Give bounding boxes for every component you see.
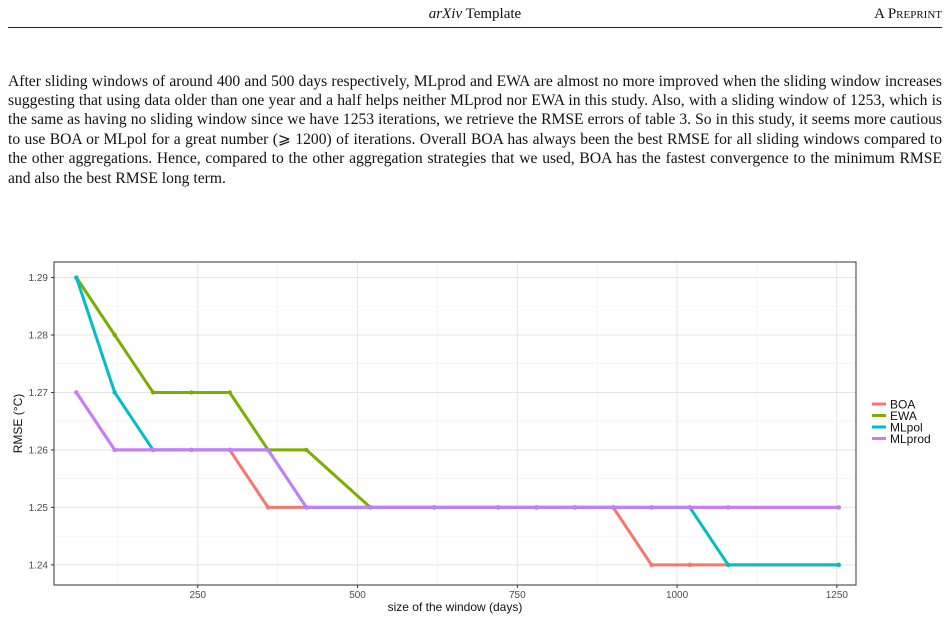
data-point-mlprod [649, 505, 654, 510]
data-point-ewa [112, 332, 117, 338]
y-tick-label: 1.27 [29, 388, 49, 399]
data-point-mlpol [725, 562, 731, 568]
x-tick-label: 1250 [826, 590, 849, 601]
data-point-mlprod [725, 505, 731, 510]
x-tick-label: 1000 [666, 590, 689, 601]
data-point-mlprod [74, 390, 79, 395]
body-paragraph: After sliding windows of around 400 and … [8, 72, 942, 187]
data-point-mlprod [610, 505, 616, 510]
x-tick-label: 750 [509, 590, 526, 601]
data-point-mlprod [836, 505, 841, 510]
header-rule [8, 27, 942, 28]
running-title: arXiv Template [8, 6, 942, 23]
data-point-mlprod [265, 447, 271, 453]
y-tick-label: 1.24 [29, 560, 49, 571]
rmse-line-chart: 1.24 1.25 1.26 1.27 1.28 1.29 250 500 750 1000 125… [11, 261, 931, 614]
data-point-ewa [150, 390, 156, 395]
y-tick-label: 1.28 [29, 330, 49, 341]
data-point-mlprod [189, 447, 194, 453]
data-point-mlprod [112, 447, 117, 453]
data-point-mlprod [368, 505, 373, 510]
data-point-boa [649, 562, 654, 568]
running-title-italic: arXiv [428, 6, 463, 22]
data-point-mlprod [432, 505, 437, 510]
running-title-rest: Template [462, 6, 522, 22]
legend-label-boa: BOA [890, 398, 915, 412]
data-point-mlprod [687, 505, 693, 510]
data-point-mlprod [534, 505, 539, 510]
data-point-mlpol [836, 562, 841, 568]
data-point-mlprod [227, 447, 232, 453]
x-tick-label: 250 [189, 590, 206, 601]
plot-border [53, 261, 857, 586]
preprint-label: A Preprint [874, 6, 942, 22]
page-header: arXiv Template A Preprint [8, 0, 942, 28]
legend-label-mlpol: MLpol [890, 421, 923, 435]
data-point-boa [687, 562, 693, 568]
data-point-mlprod [150, 447, 156, 453]
legend-label-mlprod: MLprod [890, 432, 931, 446]
data-point-boa [265, 505, 271, 510]
data-point-ewa [304, 447, 309, 453]
y-tick-label: 1.29 [29, 273, 49, 284]
data-point-mlpol [112, 390, 117, 395]
data-point-ewa [227, 390, 232, 395]
x-tick-label: 500 [349, 590, 366, 601]
data-point-mlprod [304, 505, 309, 510]
y-tick-label: 1.26 [29, 445, 49, 456]
y-axis-title: RMSE (°C) [11, 394, 25, 453]
legend-label-ewa: EWA [890, 409, 917, 423]
rmse-chart: 1.24 1.25 1.26 1.27 1.28 1.29 250 500 750 1000 125… [0, 252, 950, 621]
data-point-mlprod [495, 505, 501, 510]
data-point-mlpol [74, 275, 79, 280]
x-axis-title: size of the window (days) [388, 600, 523, 614]
data-point-ewa [189, 390, 194, 395]
y-tick-label: 1.25 [29, 503, 49, 514]
data-point-mlprod [572, 505, 578, 510]
plot-background [54, 262, 856, 585]
